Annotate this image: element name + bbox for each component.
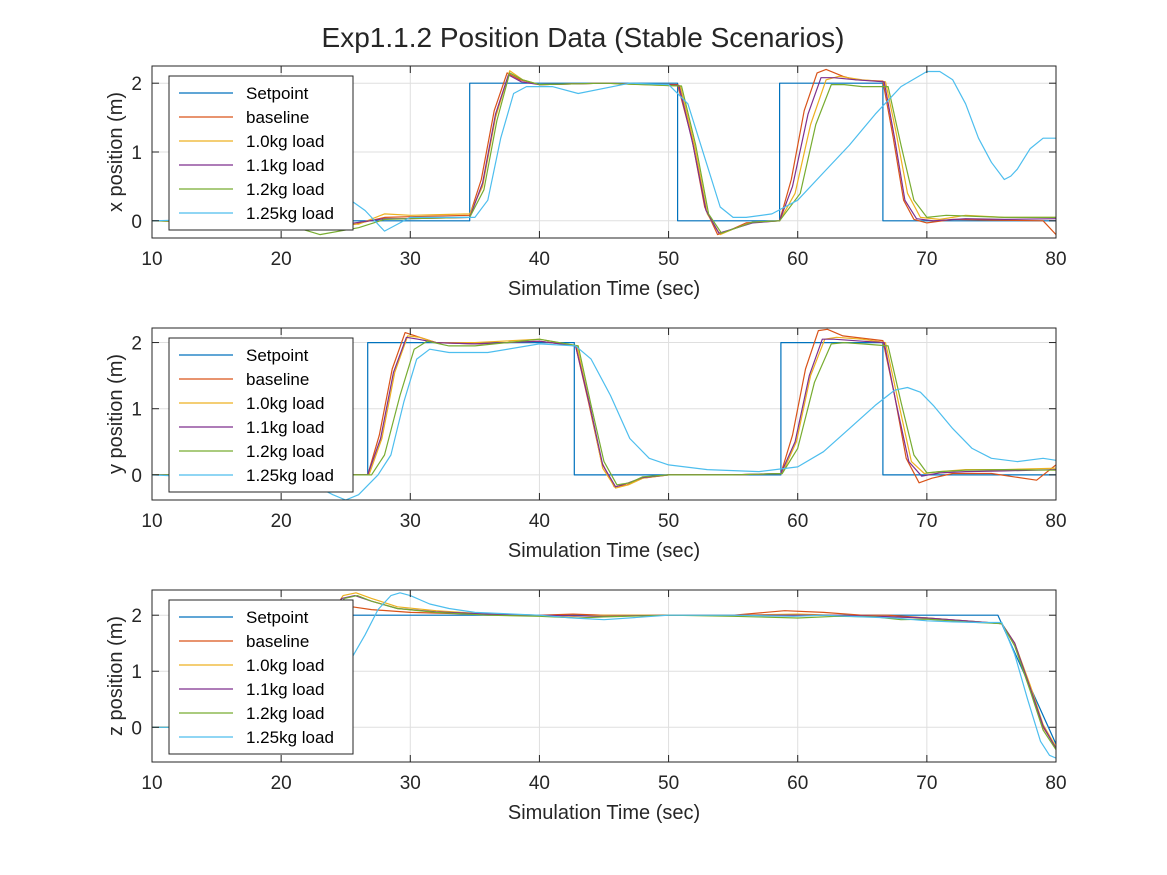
series-line-1-25kg-load (152, 592, 1056, 759)
x-axis-label: Simulation Time (sec) (508, 540, 700, 562)
legend-label: 1.1kg load (246, 156, 324, 175)
y-axis-label: x position (m) (105, 92, 127, 212)
y-tick-label: 2 (131, 334, 142, 355)
y-axis-label: z position (m) (105, 616, 127, 736)
x-tick-label: 50 (658, 773, 679, 794)
series-line-setpoint (152, 82, 1056, 222)
legend-box (168, 337, 354, 493)
x-tick-label: 80 (1045, 511, 1066, 532)
x-tick-label: 70 (916, 773, 937, 794)
y-tick-label: 2 (131, 74, 142, 95)
axes-box (151, 589, 1057, 763)
x-axis-label: Simulation Time (sec) (508, 802, 700, 824)
y-tick-label: 1 (131, 662, 142, 683)
legend-label: baseline (246, 370, 309, 389)
y-axis-label: y position (m) (105, 354, 127, 474)
y-tick-label: 0 (131, 212, 142, 233)
x-tick-label: 10 (141, 773, 162, 794)
legend-label: 1.2kg load (246, 704, 324, 723)
x-tick-label: 40 (529, 511, 550, 532)
legend-box (168, 75, 354, 231)
y-tick-label: 1 (131, 143, 142, 164)
series-group (152, 328, 1056, 500)
legend-label: baseline (246, 108, 309, 127)
axes-box (151, 327, 1057, 501)
y-tick-label: 2 (131, 606, 142, 627)
legend: Setpoint baseline 1.0kg load 1.1kg load 1.2k… (168, 337, 354, 493)
x-tick-label: 70 (916, 249, 937, 270)
x-tick-label: 10 (141, 511, 162, 532)
x-tick-label: 10 (141, 249, 162, 270)
legend-label: 1.0kg load (246, 656, 324, 675)
x-tick-label: 60 (787, 249, 808, 270)
x-tick-label: 30 (400, 511, 421, 532)
x-tick-label: 40 (529, 249, 550, 270)
y-tick-label: 1 (131, 400, 142, 421)
x-tick-label: 40 (529, 773, 550, 794)
x-position-subplot: 10 20 30 40 50 60 70 80 0 1 2 Simulation Time (sec)… (105, 65, 1067, 300)
x-tick-label: 60 (787, 511, 808, 532)
x-tick-label: 70 (916, 511, 937, 532)
y-tick-label: 0 (131, 718, 142, 739)
legend: Setpoint baseline 1.0kg load 1.1kg load 1.2k… (168, 599, 354, 755)
legend-label: 1.1kg load (246, 680, 324, 699)
legend-label: 1.25kg load (246, 466, 334, 485)
legend: Setpoint baseline 1.0kg load 1.1kg load 1.2k… (168, 75, 354, 231)
series-line-1-2kg-load (152, 338, 1056, 486)
x-tick-label: 80 (1045, 249, 1066, 270)
series-line-1-2kg-load (152, 72, 1056, 236)
legend-label: 1.0kg load (246, 394, 324, 413)
x-tick-label: 60 (787, 773, 808, 794)
legend-box (168, 599, 354, 755)
legend-label: 1.2kg load (246, 442, 324, 461)
x-tick-label: 30 (400, 773, 421, 794)
x-tick-label: 80 (1045, 773, 1066, 794)
series-group (152, 68, 1056, 236)
legend-label: Setpoint (246, 346, 309, 365)
legend-label: 1.0kg load (246, 132, 324, 151)
x-tick-label: 20 (271, 511, 292, 532)
figure-title: Exp1.1.2 Position Data (Stable Scenarios… (322, 22, 845, 53)
y-tick-label: 0 (131, 466, 142, 487)
x-tick-label: 20 (271, 249, 292, 270)
legend-label: Setpoint (246, 608, 309, 627)
legend-label: 1.2kg load (246, 180, 324, 199)
legend-label: 1.25kg load (246, 204, 334, 223)
x-tick-label: 50 (658, 511, 679, 532)
x-tick-label: 20 (271, 773, 292, 794)
legend-label: 1.25kg load (246, 728, 334, 747)
x-tick-label: 50 (658, 249, 679, 270)
x-axis-label: Simulation Time (sec) (508, 278, 700, 300)
series-line-1-25kg-load (152, 70, 1056, 232)
legend-label: baseline (246, 632, 309, 651)
series-line-baseline (152, 68, 1056, 236)
x-tick-label: 30 (400, 249, 421, 270)
y-position-subplot: 10 20 30 40 50 60 70 80 0 1 2 Simulation Time (sec)… (105, 327, 1067, 562)
series-line-1-25kg-load (152, 343, 1056, 500)
legend-label: 1.1kg load (246, 418, 324, 437)
z-position-subplot: 10 20 30 40 50 60 70 80 0 1 2 Simulation Time (sec)… (105, 589, 1067, 824)
legend-label: Setpoint (246, 84, 309, 103)
